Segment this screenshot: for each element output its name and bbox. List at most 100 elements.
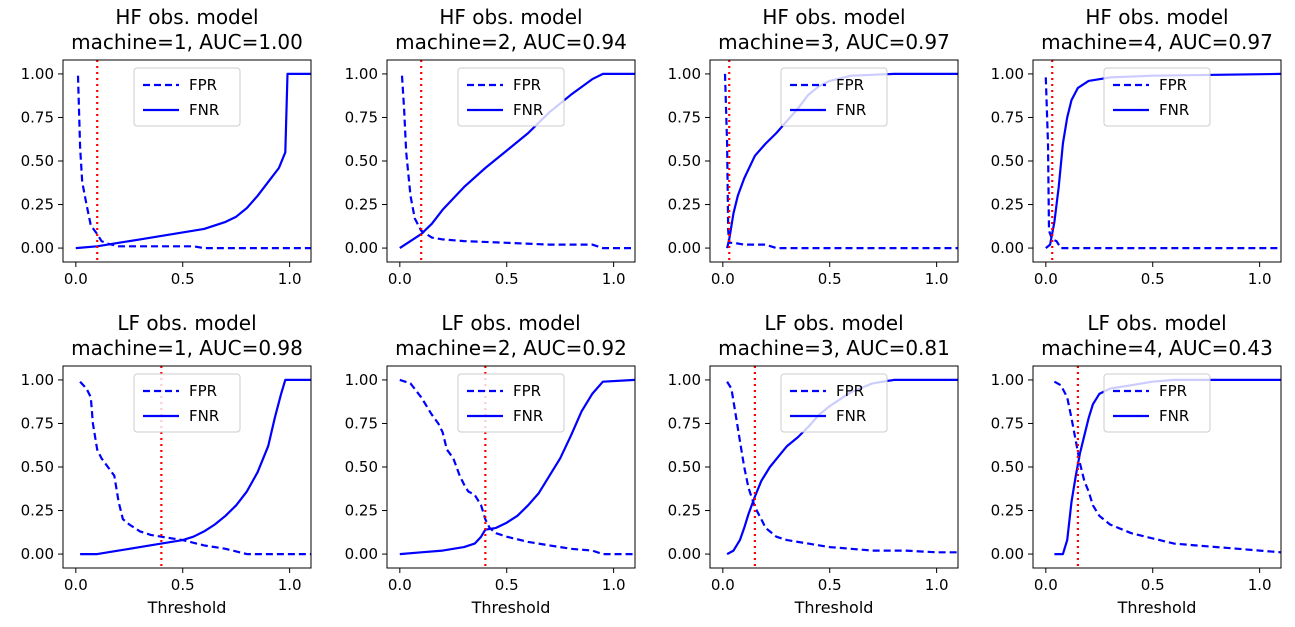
y-tick-label: 0.50 <box>991 152 1024 170</box>
subplot-title-line1: HF obs. model <box>762 5 905 29</box>
y-tick-label: 0.50 <box>21 152 54 170</box>
x-axis-label: Threshold <box>147 598 227 617</box>
y-tick-label: 1.00 <box>345 371 378 389</box>
legend-label-fnr: FNR <box>513 407 543 425</box>
subplot-title-line1: LF obs. model <box>117 311 256 335</box>
y-tick-label: 0.25 <box>21 502 54 520</box>
legend-label-fpr: FPR <box>189 76 217 94</box>
y-tick-label: 0.50 <box>21 458 54 476</box>
y-tick-label: 0.00 <box>345 545 378 563</box>
legend-box <box>780 67 888 127</box>
legend-box <box>780 373 888 433</box>
legend-label-fpr: FPR <box>836 76 864 94</box>
axes-frame <box>386 59 636 263</box>
legend-label-fpr: FPR <box>1159 382 1187 400</box>
y-tick-label: 0.75 <box>991 108 1024 126</box>
x-tick-label: 0.0 <box>1034 576 1058 594</box>
y-tick-label: 0.75 <box>668 414 701 432</box>
y-tick-label: 1.00 <box>21 65 54 83</box>
legend: FPR FNR <box>780 373 888 433</box>
subplot-title-line2: machine=2, AUC=0.94 <box>395 30 627 54</box>
y-tick-label: 1.00 <box>668 65 701 83</box>
x-tick-label: 1.0 <box>278 576 302 594</box>
y-tick-label: 0.75 <box>991 414 1024 432</box>
y-tick-label: 0.00 <box>991 545 1024 563</box>
y-tick-label: 0.50 <box>991 458 1024 476</box>
axes-frame <box>62 59 312 263</box>
x-tick-label: 0.0 <box>1034 270 1058 288</box>
y-tick-label: 0.25 <box>991 196 1024 214</box>
series-line-fnr <box>75 72 311 250</box>
x-tick-label: 1.0 <box>1248 270 1272 288</box>
legend-box <box>457 67 565 127</box>
y-tick-label: 0.25 <box>345 196 378 214</box>
y-tick-label: 0.75 <box>668 108 701 126</box>
axes-frame <box>1032 365 1282 569</box>
series-line-fpr <box>400 75 635 250</box>
legend-label-fpr: FPR <box>513 382 541 400</box>
y-tick-label: 0.50 <box>345 458 378 476</box>
y-tick-label: 0.00 <box>668 545 701 563</box>
legend-label-fpr: FPR <box>836 382 864 400</box>
x-axis-label: Threshold <box>1117 598 1197 617</box>
series-line-fpr <box>399 378 635 556</box>
legend: FPR FNR <box>457 67 565 127</box>
series-line-fnr <box>80 378 311 556</box>
y-tick-label: 1.00 <box>991 65 1024 83</box>
legend-label-fnr: FNR <box>189 101 219 119</box>
y-tick-label: 0.75 <box>345 108 378 126</box>
legend-box <box>1103 373 1211 433</box>
x-tick-label: 0.5 <box>495 576 519 594</box>
y-tick-label: 0.75 <box>345 414 378 432</box>
x-tick-label: 1.0 <box>278 270 302 288</box>
legend-box <box>457 373 565 433</box>
x-tick-label: 1.0 <box>1248 576 1272 594</box>
series-line-fpr <box>723 73 958 250</box>
x-tick-label: 1.0 <box>602 270 626 288</box>
y-tick-label: 1.00 <box>345 65 378 83</box>
y-tick-label: 1.00 <box>668 371 701 389</box>
series-line-fnr <box>399 378 635 556</box>
legend-label-fnr: FNR <box>1159 407 1189 425</box>
legend-label-fpr: FPR <box>189 382 217 400</box>
y-tick-label: 0.25 <box>668 196 701 214</box>
x-tick-label: 0.0 <box>64 576 88 594</box>
plot-area <box>75 60 311 262</box>
legend-box <box>133 373 241 433</box>
subplot-title-line2: machine=4, AUC=0.97 <box>1041 30 1273 54</box>
subplot-title-line1: HF obs. model <box>439 5 582 29</box>
x-axis-label: Threshold <box>471 598 551 617</box>
subplot-title-line2: machine=3, AUC=0.97 <box>718 30 950 54</box>
legend-label-fnr: FNR <box>189 407 219 425</box>
y-tick-label: 0.25 <box>345 502 378 520</box>
y-tick-label: 0.00 <box>991 239 1024 257</box>
plot-area <box>399 60 635 262</box>
legend: FPR FNR <box>1103 67 1211 127</box>
x-tick-label: 0.0 <box>64 270 88 288</box>
legend: FPR FNR <box>457 373 565 433</box>
series-line-fnr <box>399 72 635 250</box>
legend-label-fnr: FNR <box>836 101 866 119</box>
x-tick-label: 1.0 <box>925 576 949 594</box>
subplot-title-line2: machine=1, AUC=1.00 <box>71 30 303 54</box>
x-tick-label: 0.0 <box>388 270 412 288</box>
series-line-fpr <box>1053 380 1281 554</box>
subplot-title-line2: machine=3, AUC=0.81 <box>718 336 950 360</box>
legend: FPR FNR <box>133 67 241 127</box>
axes-frame <box>709 59 959 263</box>
plot-area <box>79 366 311 568</box>
subplot-title-line1: LF obs. model <box>764 311 903 335</box>
legend-box <box>133 67 241 127</box>
y-tick-label: 0.25 <box>668 502 701 520</box>
x-tick-label: 0.5 <box>1141 576 1165 594</box>
x-tick-label: 0.5 <box>171 270 195 288</box>
axes-frame <box>386 365 636 569</box>
x-tick-label: 0.5 <box>818 576 842 594</box>
y-tick-label: 1.00 <box>21 371 54 389</box>
